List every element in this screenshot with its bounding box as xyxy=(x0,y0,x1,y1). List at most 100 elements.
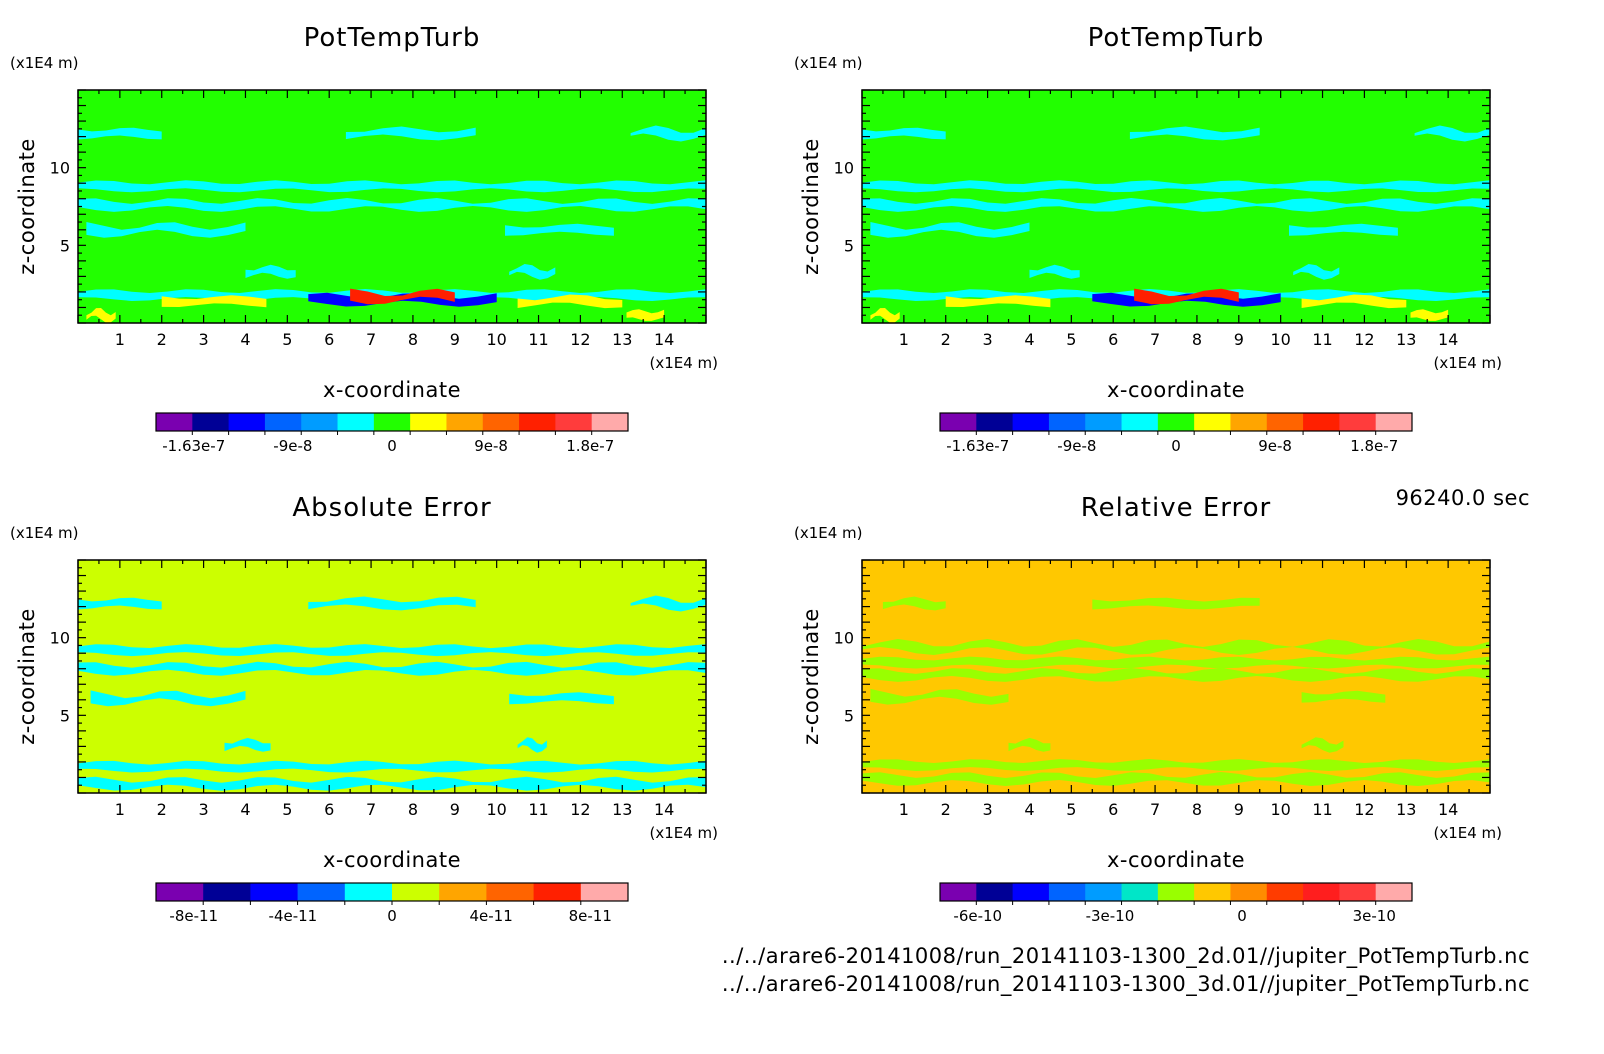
colorbar-label: -9e-8 xyxy=(1057,437,1096,455)
contour-band xyxy=(1029,264,1080,279)
colorbar-swatch xyxy=(1048,883,1086,901)
colorbar-swatch xyxy=(1230,413,1268,431)
colorbar-swatch xyxy=(1012,413,1050,431)
contour-band xyxy=(78,127,162,140)
x-tick-label: 5 xyxy=(282,800,292,819)
x-tick-label: 6 xyxy=(1108,330,1118,349)
x-tick-label: 1 xyxy=(899,330,909,349)
colorbar-swatch xyxy=(940,413,977,431)
x-tick-label: 5 xyxy=(1066,330,1076,349)
x-tick-label: 7 xyxy=(366,800,376,819)
colorbar-swatch xyxy=(264,413,302,431)
colorbar-swatch xyxy=(976,883,1014,901)
x-tick-label: 12 xyxy=(1354,330,1374,349)
x-tick-label: 9 xyxy=(1234,800,1244,819)
colorbar-swatch xyxy=(156,883,204,901)
field-features xyxy=(78,595,706,791)
colorbar-swatch xyxy=(519,413,556,431)
contour-band xyxy=(1293,264,1340,280)
x-tick-label: 2 xyxy=(941,800,951,819)
colorbar-swatch xyxy=(446,413,484,431)
contour-band xyxy=(86,222,246,238)
x-tick-label: 1 xyxy=(115,330,125,349)
field-features xyxy=(862,125,1490,323)
x-axis-label: x-coordinate xyxy=(323,848,461,872)
colorbar-label: -6e-10 xyxy=(953,907,1002,925)
colorbar-swatch xyxy=(250,883,299,901)
colorbar: -1.63e-7 -9e-8 0 9e-8 1.8e-7 xyxy=(939,412,1413,455)
colorbar-swatch xyxy=(940,883,977,901)
contour-band xyxy=(882,596,946,611)
contour-band xyxy=(78,597,162,610)
colorbar-swatch xyxy=(482,413,520,431)
y-unit-label: (x1E4 m) xyxy=(10,54,79,72)
x-tick-label: 10 xyxy=(486,800,506,819)
colorbar-swatch xyxy=(1375,413,1413,431)
chart-panel-4: Relative Error(x1E4 m)1 2 3 4 5 6 7 8 9 10 11 12 13 1… xyxy=(794,493,1502,925)
colorbar-frame xyxy=(155,412,629,432)
colorbar-swatch xyxy=(301,413,339,431)
colorbar-frame xyxy=(939,412,1413,432)
contour-band xyxy=(630,595,706,612)
x-tick-label: 14 xyxy=(654,330,674,349)
colorbar-swatch xyxy=(1121,413,1159,431)
x-tick-label: 14 xyxy=(1438,330,1458,349)
colorbar-label: 0 xyxy=(1171,437,1181,455)
contour-band xyxy=(78,198,706,212)
x-tick-label: 9 xyxy=(1234,330,1244,349)
colorbar-swatch xyxy=(156,413,193,431)
y-axis-label: z-coordinate xyxy=(15,138,39,275)
field-background xyxy=(78,560,706,793)
contour-band xyxy=(630,125,706,142)
x-tick-label: 12 xyxy=(1354,800,1374,819)
y-tick-label: 5 xyxy=(60,236,70,255)
y-tick-label: 10 xyxy=(50,159,70,178)
x-tick-label: 1 xyxy=(115,800,125,819)
colorbar-label: 4e-11 xyxy=(469,907,512,925)
x-axis-label: x-coordinate xyxy=(323,378,461,402)
contour-band xyxy=(1129,126,1260,141)
colorbar-swatch xyxy=(297,883,346,901)
x-tick-label: 11 xyxy=(528,800,548,819)
x-axis-label: x-coordinate xyxy=(1107,378,1245,402)
x-tick-label: 7 xyxy=(1150,330,1160,349)
y-tick-label: 10 xyxy=(834,159,854,178)
chart-panel-2: PotTempTurb(x1E4 m)1 2 3 4 5 6 7 8 9 10 11 12 13 1451… xyxy=(794,23,1502,455)
contour-band xyxy=(505,223,614,236)
x-tick-label: 6 xyxy=(1108,800,1118,819)
x-tick-label: 3 xyxy=(199,800,209,819)
colorbar-swatch xyxy=(1230,883,1268,901)
colorbar-label: -1.63e-7 xyxy=(162,437,225,455)
colorbar-label: 3e-10 xyxy=(1353,907,1396,925)
colorbar-label: 0 xyxy=(1237,907,1247,925)
colorbar-swatch xyxy=(1194,413,1231,431)
x-tick-label: 8 xyxy=(408,330,418,349)
contour-band xyxy=(78,661,706,676)
chart-panel-1: PotTempTurb(x1E4 m)1 2 3 4 5 6 7 8 9 10 11 12 13 1451… xyxy=(10,23,718,455)
chart-title: PotTempTurb xyxy=(304,23,481,53)
contour-band xyxy=(350,288,455,305)
contour-band xyxy=(78,776,706,791)
contour-band xyxy=(862,656,1490,669)
colorbar-swatch xyxy=(392,883,440,901)
x-tick-label: 8 xyxy=(1192,330,1202,349)
contour-band xyxy=(1008,737,1051,752)
colorbar-label: 8e-11 xyxy=(569,907,612,925)
colorbar-swatch xyxy=(1303,413,1340,431)
chart-panel-3: Absolute Error(x1E4 m)1 2 3 4 5 6 7 8 9 10 11 12 13 1… xyxy=(10,493,718,925)
x-tick-label: 11 xyxy=(528,330,548,349)
contour-band xyxy=(1410,309,1449,321)
file-path-2d: ../../arare6-20141008/run_20141103-1300_… xyxy=(721,944,1530,968)
contour-band xyxy=(862,198,1490,212)
colorbar-label: 0 xyxy=(387,907,397,925)
time-label: 96240.0 sec xyxy=(1395,486,1530,510)
contour-band xyxy=(870,222,1030,238)
contour-band xyxy=(308,596,476,611)
colorbar-label: -9e-8 xyxy=(273,437,312,455)
colorbar-swatch xyxy=(1303,883,1340,901)
colorbar-swatch xyxy=(439,883,487,901)
x-tick-label: 11 xyxy=(1312,800,1332,819)
colorbar-swatch xyxy=(344,883,393,901)
chart-title: Relative Error xyxy=(1081,493,1272,523)
colorbar-swatch xyxy=(1085,883,1123,901)
